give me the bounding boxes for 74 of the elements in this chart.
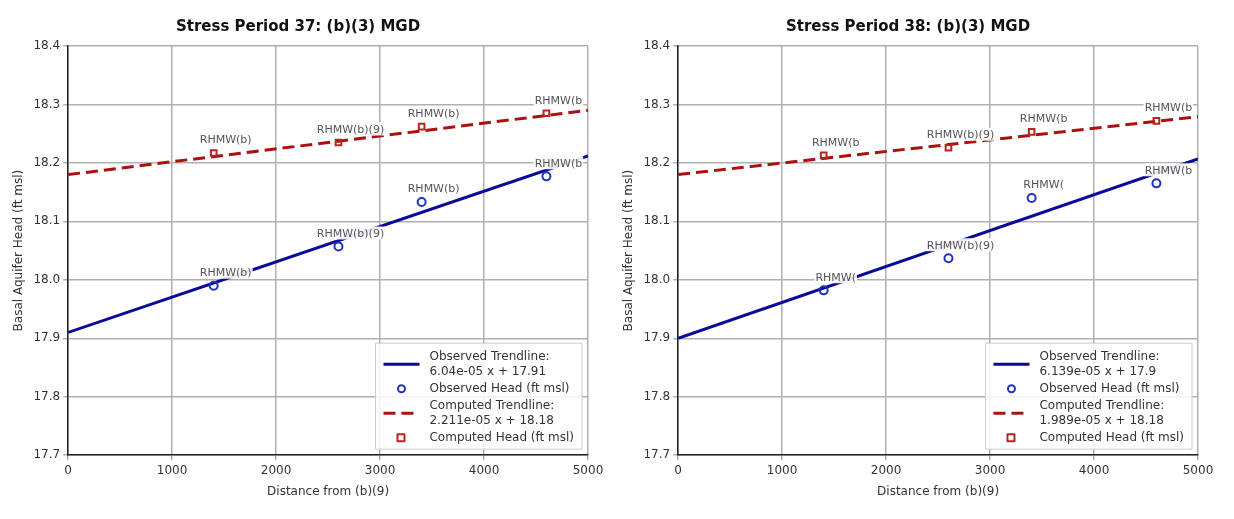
legend-label: Computed Head (ft msl): [1039, 429, 1184, 444]
chart-title: Stress Period 38: (b)(3) MGD: [785, 16, 1031, 35]
y-tick-label: 17.9: [33, 330, 61, 345]
y-tick-label: 17.9: [643, 330, 671, 345]
point: [541, 171, 552, 182]
y-tick-label: 18.0: [643, 271, 671, 286]
point: [417, 122, 426, 131]
point: [542, 109, 551, 118]
x-tick-label: 2000: [870, 462, 902, 477]
x-tick-label: 0: [674, 462, 682, 477]
legend-label: Observed Head (ft msl): [429, 380, 570, 395]
y-axis-title: Basal Aquifer Head (ft msl): [621, 169, 636, 332]
annotation: RHMW(b: [534, 156, 583, 170]
point: [818, 285, 829, 296]
y-tick-label: 18.2: [33, 155, 61, 170]
legend-label: Computed Trendline: 2.211e-05 x + 18.18: [429, 397, 555, 427]
y-tick-label: 18.4: [643, 38, 671, 53]
legend-label: Observed Trendline: 6.04e-05 x + 17.91: [429, 348, 550, 378]
x-tick-label: 4000: [468, 462, 500, 477]
x-tick-label: 2000: [260, 462, 292, 477]
annotation: RHMW(b: [1019, 112, 1068, 126]
legend-label: Computed Head (ft msl): [429, 429, 574, 444]
y-axis-title: Basal Aquifer Head (ft msl): [11, 169, 26, 332]
x-tick-label: 3000: [974, 462, 1006, 477]
point: [208, 280, 219, 291]
point: [1027, 128, 1036, 136]
annotation: RHMW(b: [534, 93, 583, 107]
y-tick-label: 18.3: [33, 96, 61, 111]
annotation: RHMW(b): [199, 266, 252, 280]
y-tick-label: 17.8: [33, 388, 61, 403]
annotation: RHMW(: [1023, 178, 1064, 192]
point: [209, 149, 218, 157]
legend-label: Observed Trendline: 6.139e-05 x + 17.9: [1039, 348, 1160, 378]
annotation: RHMW(b): [407, 182, 460, 196]
point: [1151, 178, 1162, 189]
x-tick-label: 3000: [364, 462, 396, 477]
point: [943, 253, 954, 264]
x-tick-label: 4000: [1078, 462, 1110, 477]
annotation: RHMW(b)(9): [316, 122, 385, 136]
annotation: RHMW(b): [407, 107, 460, 121]
x-tick-label: 1000: [156, 462, 188, 477]
chart-title: Stress Period 37: (b)(3) MGD: [175, 16, 421, 35]
x-axis-title: Distance from (b)(9): [267, 483, 390, 498]
y-tick-label: 17.7: [643, 447, 671, 462]
y-tick-label: 18.4: [33, 38, 61, 53]
point: [334, 138, 343, 147]
point: [416, 197, 427, 208]
y-tick-label: 18.1: [33, 213, 61, 228]
y-tick-label: 18.1: [643, 213, 671, 228]
annotation: RHMW(b): [199, 133, 252, 147]
point: [1152, 117, 1161, 125]
y-tick-label: 18.2: [643, 155, 671, 170]
annotation: RHMW(b)(9): [926, 238, 995, 252]
x-axis-title: Distance from (b)(9): [877, 483, 1000, 498]
annotation: RHMW(b: [1144, 101, 1193, 115]
annotation: RHMW(: [815, 270, 856, 284]
x-tick-label: 1000: [766, 462, 798, 477]
y-tick-label: 17.8: [643, 388, 671, 403]
annotation: RHMW(b)(9): [316, 226, 385, 240]
annotation: RHMW(b: [1144, 163, 1193, 177]
y-tick-label: 18.3: [643, 96, 671, 111]
y-tick-label: 18.0: [33, 271, 61, 286]
point: [944, 143, 953, 152]
point: [819, 151, 828, 160]
x-tick-label: 5000: [1182, 462, 1214, 477]
annotation: RHMW(b)(9): [926, 128, 995, 142]
point: [333, 241, 344, 252]
legend-label: Computed Trendline: 1.989e-05 x + 18.18: [1039, 397, 1165, 427]
y-tick-label: 17.7: [33, 447, 61, 462]
x-tick-label: 0: [64, 462, 72, 477]
annotation: RHMW(b: [811, 135, 860, 149]
x-tick-label: 5000: [572, 462, 604, 477]
point: [1026, 192, 1037, 203]
legend-label: Observed Head (ft msl): [1039, 380, 1180, 395]
